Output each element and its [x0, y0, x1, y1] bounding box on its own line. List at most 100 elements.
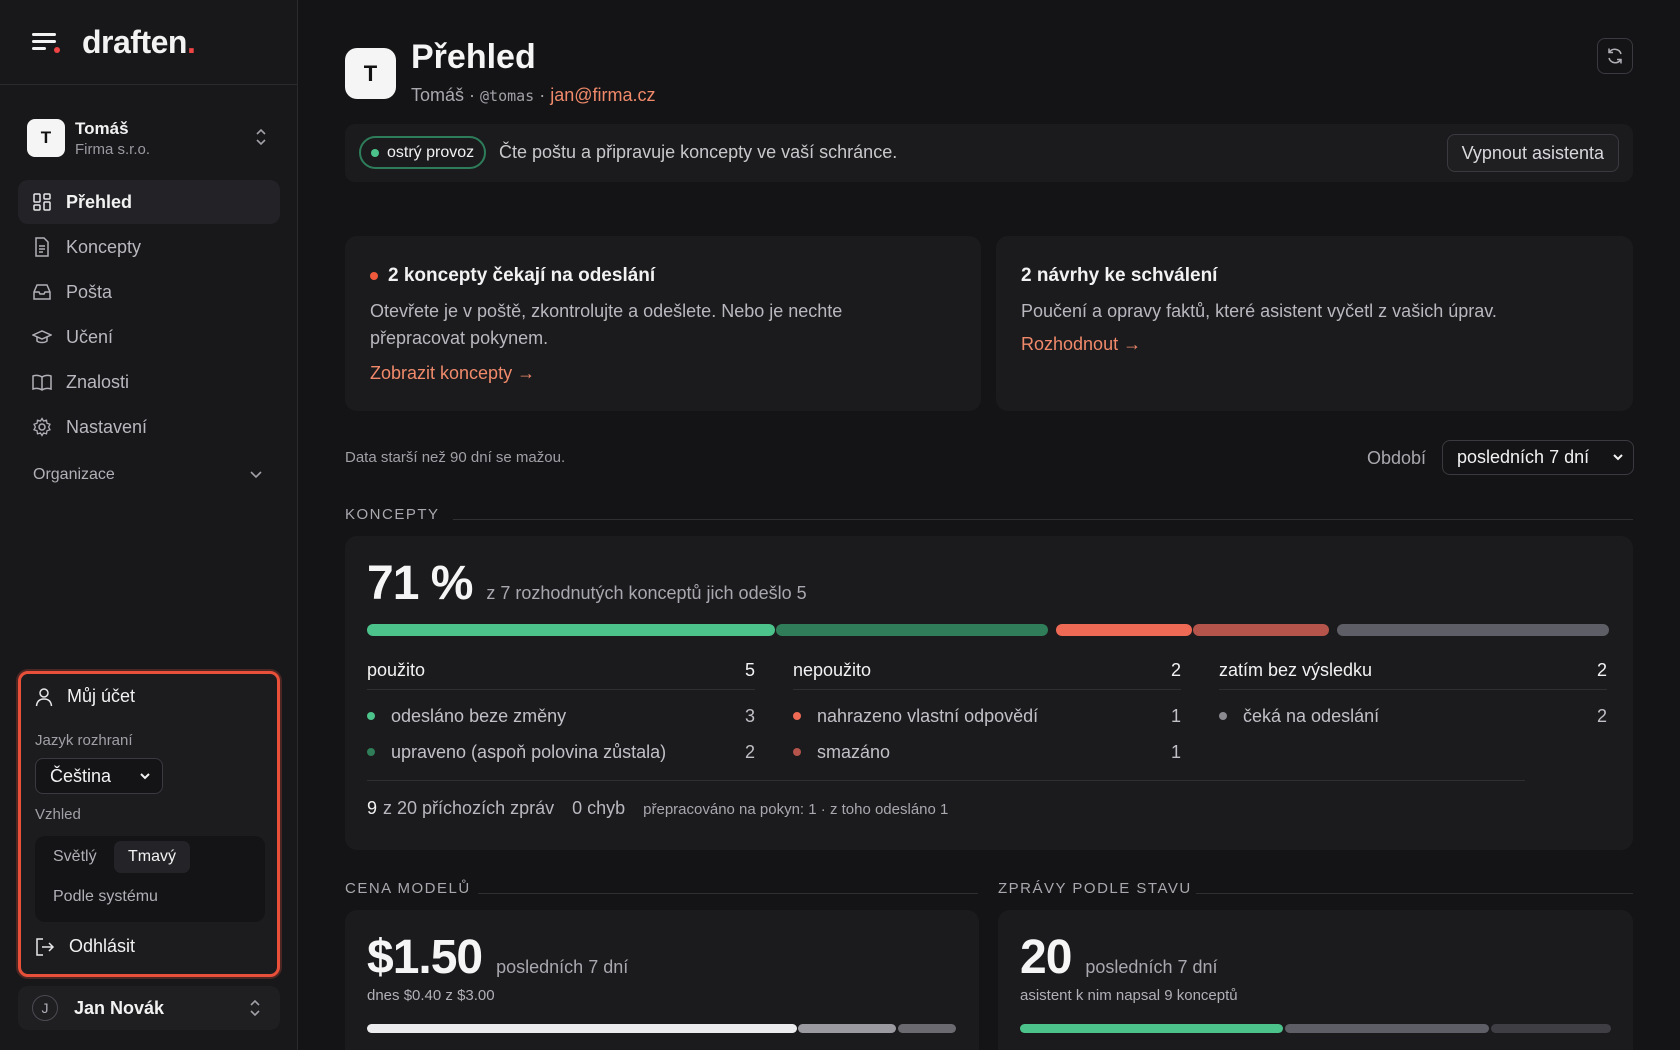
my-account-item[interactable]: Můj účet [35, 686, 135, 707]
card-body: Poučení a opravy faktů, které asistent v… [1021, 301, 1497, 321]
sidebar-item-nastaveni[interactable]: Nastavení [18, 405, 280, 449]
group-label: nepoužito [793, 660, 872, 680]
legend-dot [367, 748, 375, 756]
period-label: Období [1367, 448, 1427, 468]
cost-caption: posledních 7 dní [496, 957, 629, 977]
sidebar-item-label: Učení [66, 326, 114, 347]
list-item: nahrazeno vlastní odpovědí 1 [793, 698, 1181, 734]
cost-bar-segment [798, 1024, 896, 1033]
document-icon [32, 237, 52, 257]
org-company-name: Firma s.r.o. [75, 140, 151, 158]
org-avatar: T [27, 119, 65, 157]
refresh-icon [1608, 48, 1622, 64]
messages-bar-drafted [1020, 1024, 1283, 1033]
group-header: zatím bez výsledku 2 [1219, 660, 1607, 690]
theme-light-option[interactable]: Světlý [53, 848, 97, 865]
cost-bar-today [367, 1024, 797, 1033]
group-label: zatím bez výsledku [1219, 660, 1373, 680]
legend-dot [1219, 712, 1227, 720]
card-body: Otevřete je v poště, zkontrolujte a odeš… [370, 298, 842, 352]
sidebar-item-uceni[interactable]: Učení [18, 315, 280, 359]
decide-link[interactable]: Rozhodnout → [1021, 334, 1142, 354]
incoming-text: z 20 příchozích zpráv [383, 798, 555, 818]
sidebar-item-znalosti[interactable]: Znalosti [18, 360, 280, 404]
group-label: použito [367, 660, 426, 680]
language-select[interactable]: Čeština [35, 758, 163, 794]
theme-system-option[interactable]: Podle systému [53, 888, 158, 905]
status-badge-label: ostrý provoz [387, 143, 475, 161]
card-title: 2 koncepty čekají na odeslání [370, 265, 655, 287]
gear-icon [32, 417, 52, 437]
legend-dot [793, 748, 801, 756]
avatar: J [32, 995, 58, 1021]
list-item-count: 1 [1170, 705, 1181, 726]
graduation-cap-icon [32, 327, 52, 347]
header-handle: @tomas [480, 87, 535, 105]
concepts-card: 71 % z 7 rozhodnutých konceptů jich odeš… [345, 536, 1633, 850]
user-name: Jan Novák [74, 997, 165, 1018]
sidebar-item-prehled[interactable]: Přehled [18, 180, 280, 224]
sidebar-item-label: Pošta [66, 281, 113, 302]
main-content: T Přehled Tomáš · @tomas · jan@firma.cz … [298, 0, 1680, 1050]
page-title: Přehled [411, 38, 536, 76]
messages-caption: posledních 7 dní [1085, 957, 1218, 977]
org-switcher[interactable]: T Tomáš Firma s.r.o. [18, 108, 280, 168]
legend-dot [793, 712, 801, 720]
messages-card: 20 posledních 7 dní asistent k nim napsa… [998, 910, 1633, 1050]
refresh-button[interactable] [1597, 38, 1633, 74]
sidebar-item-koncepty[interactable]: Koncepty [18, 225, 280, 269]
menu-icon[interactable] [32, 31, 60, 53]
cost-summary: $1.50 posledních 7 dní [367, 930, 628, 985]
disable-assistant-button[interactable]: Vypnout asistenta [1446, 134, 1619, 172]
period-select[interactable]: posledních 7 dní [1442, 440, 1634, 475]
grid-icon [32, 192, 52, 212]
messages-value: 20 [1020, 931, 1072, 984]
logout-label: Odhlásit [69, 936, 136, 956]
logout-item[interactable]: Odhlásit [35, 936, 135, 957]
list-item-count: 2 [744, 741, 755, 762]
card-title-text: 2 návrhy ke schválení [1021, 265, 1218, 286]
chevron-down-icon [140, 773, 150, 780]
header-name: Tomáš · [411, 85, 476, 105]
list-item: čeká na odeslání 2 [1219, 698, 1607, 734]
list-item: upraveno (aspoň polovina zůstala) 2 [367, 734, 755, 770]
list-item-label: nahrazeno vlastní odpovědí [817, 705, 1039, 726]
logout-icon [36, 937, 55, 956]
messages-bar-segment [1285, 1024, 1489, 1033]
list-item-label: smazáno [817, 741, 891, 762]
suggestions-card: 2 návrhy ke schválení Poučení a opravy f… [996, 236, 1633, 411]
messages-summary: 20 posledních 7 dní [1020, 930, 1218, 985]
concepts-percent: 71 % [367, 557, 473, 610]
header-email-link[interactable]: jan@firma.cz [550, 85, 656, 105]
page-subtitle: Tomáš · @tomas · jan@firma.cz [411, 85, 656, 106]
section-divider [453, 519, 1633, 520]
rework-note: přepracováno na pokyn: 1 · z toho odeslá… [643, 801, 949, 818]
show-drafts-link[interactable]: Zobrazit koncepty → [370, 363, 536, 383]
section-title-koncepty: KONCEPTY [345, 506, 440, 523]
sidebar: draften. T Tomáš Firma s.r.o. Přehled Ko… [0, 0, 298, 1050]
concepts-caption: z 7 rozhodnutých konceptů jich odešlo 5 [486, 583, 807, 603]
section-title-cena: CENA MODELŮ [345, 880, 471, 897]
group-nepouzito: nepoužito 2 nahrazeno vlastní odpovědí 1 s… [793, 660, 1181, 770]
user-menu-button[interactable]: J Jan Novák [18, 986, 280, 1030]
sidebar-group-organizace[interactable]: Organizace [33, 466, 263, 484]
group-bez-vysledku: zatím bez výsledku 2 čeká na odeslání 2 [1219, 660, 1607, 734]
bar-segment-sent [367, 624, 775, 636]
sidebar-item-label: Znalosti [66, 371, 130, 392]
cost-sub: dnes $0.40 z $3.00 [367, 987, 495, 1004]
sidebar-item-posta[interactable]: Pošta [18, 270, 280, 314]
sidebar-item-label: Přehled [66, 191, 133, 212]
group-pouzito: použito 5 odesláno beze změny 3 upraveno (… [367, 660, 755, 770]
book-icon [32, 372, 52, 392]
sidebar-nav: Přehled Koncepty Pošta Učení Znalosti Na… [18, 180, 280, 450]
card-body-line: přepracovat pokynem. [370, 328, 549, 348]
status-dot [371, 148, 379, 157]
group-count: 5 [744, 660, 755, 680]
cost-bar-remaining [898, 1024, 956, 1033]
account-menu: Můj účet Jazyk rozhraní Čeština Vzhled S… [18, 671, 280, 977]
pending-drafts-card: 2 koncepty čekají na odeslání Otevřete j… [345, 236, 981, 411]
concepts-summary: 71 % z 7 rozhodnutých konceptů jich odeš… [367, 556, 807, 611]
theme-dark-option[interactable]: Tmavý [114, 841, 190, 873]
brand-logo[interactable]: draften. [82, 23, 196, 60]
card-title-text: 2 koncepty čekají na odeslání [388, 265, 656, 286]
